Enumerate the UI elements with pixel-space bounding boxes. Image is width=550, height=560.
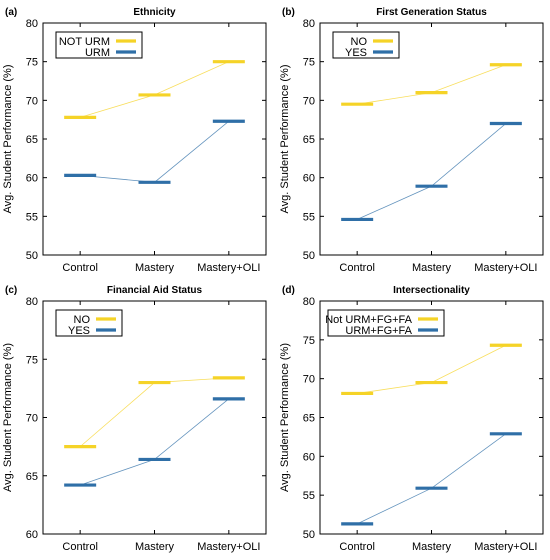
panel-label: (b) — [282, 7, 295, 18]
x-tick-label: Mastery+OLI — [197, 262, 260, 274]
y-tick-label: 70 — [26, 95, 38, 107]
x-tick-label: Mastery — [135, 541, 175, 553]
legend-label: Not URM+FG+FA — [325, 314, 412, 326]
y-axis-label: Avg. Student Performance (%) — [2, 65, 14, 214]
y-axis-label: Avg. Student Performance (%) — [279, 65, 291, 214]
x-tick-label: Mastery — [135, 262, 175, 274]
x-tick-label: Control — [62, 262, 97, 274]
legend-label: NOT URM — [59, 36, 110, 48]
legend-box — [55, 31, 143, 59]
panel-label: (d) — [282, 285, 295, 296]
y-tick-label: 65 — [26, 134, 38, 146]
legend-label: URM — [85, 47, 110, 59]
y-tick-label: 50 — [303, 250, 315, 262]
series-line — [357, 123, 507, 220]
series-line — [357, 344, 507, 394]
x-tick-label: Mastery+OLI — [474, 541, 537, 553]
series-line — [356, 433, 507, 525]
y-tick-label: 65 — [303, 134, 315, 146]
y-tick-label: 80 — [303, 18, 315, 30]
panel-label: (c) — [5, 285, 17, 296]
x-tick-label: Mastery+OLI — [474, 262, 537, 274]
y-tick-label: 60 — [303, 451, 315, 463]
series-line — [357, 64, 506, 105]
y-tick-label: 50 — [303, 529, 315, 541]
chart-title: Ethnicity — [133, 7, 176, 18]
legend-box — [55, 309, 123, 337]
y-tick-label: 55 — [26, 211, 38, 223]
y-tick-label: 70 — [26, 413, 38, 425]
y-tick-label: 65 — [26, 471, 38, 483]
x-tick-label: Control — [339, 541, 374, 553]
y-axis-label: Avg. Student Performance (%) — [279, 343, 291, 492]
y-axis-label: Avg. Student Performance (%) — [2, 343, 14, 492]
y-tick-label: 65 — [303, 413, 315, 425]
legend-label: NO — [351, 36, 368, 48]
x-tick-label: Control — [62, 541, 97, 553]
y-tick-label: 75 — [303, 57, 315, 69]
y-tick-label: 75 — [26, 354, 38, 366]
y-tick-label: 60 — [303, 173, 315, 185]
chart-title: First Generation Status — [376, 7, 487, 18]
chart-panel-1: (a) Ethnicity Avg. Student Performance (%)… — [2, 7, 267, 274]
legend-label: YES — [345, 47, 367, 59]
x-tick-label: Mastery — [412, 541, 452, 553]
legend-label: YES — [68, 325, 90, 337]
chart-title: Financial Aid Status — [107, 285, 203, 296]
legend-label: NO — [74, 314, 91, 326]
panel-label: (a) — [5, 7, 17, 18]
y-tick-label: 80 — [26, 296, 38, 308]
chart-panel-4: (d) Intersectionality Avg. Student Perform… — [279, 285, 544, 553]
legend-box — [332, 31, 400, 59]
legend-label: URM+FG+FA — [345, 325, 412, 337]
y-tick-label: 60 — [26, 529, 38, 541]
chart-panel-2: (b) First Generation Status Avg. Student P… — [279, 7, 544, 274]
y-tick-label: 75 — [303, 335, 315, 347]
series-line — [80, 120, 230, 183]
y-tick-label: 80 — [303, 296, 315, 308]
series-line — [80, 61, 229, 118]
y-tick-label: 55 — [303, 490, 315, 502]
y-tick-label: 70 — [303, 95, 315, 107]
y-tick-label: 50 — [26, 250, 38, 262]
y-tick-label: 80 — [26, 18, 38, 30]
chart-title: Intersectionality — [393, 285, 470, 296]
x-tick-label: Control — [339, 262, 374, 274]
y-tick-label: 75 — [26, 57, 38, 69]
series-line — [80, 398, 230, 486]
legend-box — [327, 309, 445, 337]
y-tick-label: 60 — [26, 173, 38, 185]
y-tick-label: 55 — [303, 211, 315, 223]
x-tick-label: Mastery — [412, 262, 452, 274]
series-line — [79, 377, 229, 447]
chart-panel-3: (c) Financial Aid Status Avg. Student Perf… — [2, 285, 267, 553]
y-tick-label: 70 — [303, 374, 315, 386]
x-tick-label: Mastery+OLI — [197, 541, 260, 553]
